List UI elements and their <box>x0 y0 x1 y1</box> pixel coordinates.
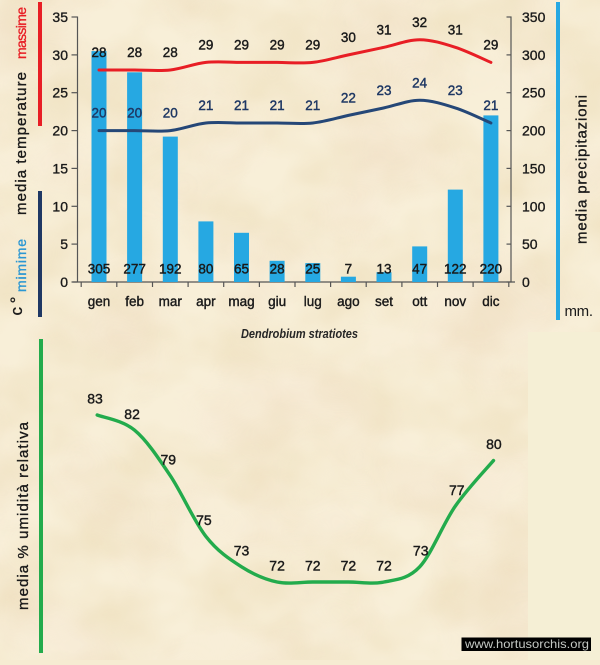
svg-text:Dendrobium stratiotes: Dendrobium stratiotes <box>241 326 358 341</box>
svg-text:305: 305 <box>88 262 111 277</box>
svg-text:300: 300 <box>522 47 546 63</box>
svg-text:72: 72 <box>305 558 321 574</box>
svg-text:82: 82 <box>124 406 140 422</box>
svg-text:28: 28 <box>127 45 142 60</box>
svg-text:mar: mar <box>159 294 183 309</box>
svg-text:350: 350 <box>522 9 546 25</box>
svg-text:21: 21 <box>198 98 213 113</box>
svg-text:200: 200 <box>522 123 546 139</box>
svg-text:mimime: mimime <box>13 239 29 292</box>
svg-text:20: 20 <box>52 123 68 139</box>
svg-text:23: 23 <box>376 83 391 98</box>
svg-text:150: 150 <box>522 160 546 176</box>
svg-text:100: 100 <box>522 198 546 214</box>
svg-text:83: 83 <box>87 391 103 407</box>
svg-text:73: 73 <box>234 543 250 559</box>
svg-text:media precipitazioni: media precipitazioni <box>574 95 591 244</box>
svg-text:apr: apr <box>196 294 216 309</box>
svg-text:72: 72 <box>341 558 357 574</box>
svg-text:www.hortusorchis.org: www.hortusorchis.org <box>464 637 589 651</box>
svg-text:277: 277 <box>123 262 146 277</box>
svg-text:ott: ott <box>412 294 427 309</box>
svg-text:15: 15 <box>52 160 68 176</box>
svg-text:0: 0 <box>60 274 68 290</box>
svg-text:gen: gen <box>88 294 111 309</box>
svg-text:122: 122 <box>444 262 467 277</box>
svg-text:22: 22 <box>341 90 356 105</box>
svg-text:30: 30 <box>52 47 68 63</box>
svg-text:28: 28 <box>163 45 178 60</box>
svg-text:21: 21 <box>270 98 285 113</box>
svg-text:28: 28 <box>270 262 285 277</box>
svg-text:20: 20 <box>127 106 142 121</box>
svg-text:65: 65 <box>234 262 249 277</box>
svg-text:ago: ago <box>337 294 360 309</box>
svg-text:80: 80 <box>198 262 213 277</box>
svg-text:23: 23 <box>448 83 463 98</box>
svg-text:29: 29 <box>198 38 213 53</box>
svg-text:massime: massime <box>13 7 29 59</box>
svg-text:20: 20 <box>163 106 178 121</box>
svg-text:dic: dic <box>482 294 500 309</box>
svg-text:20: 20 <box>91 106 106 121</box>
svg-text:29: 29 <box>270 38 285 53</box>
svg-text:13: 13 <box>376 262 391 277</box>
svg-text:24: 24 <box>412 75 428 90</box>
svg-text:25: 25 <box>52 85 68 101</box>
svg-text:31: 31 <box>448 23 463 38</box>
svg-text:50: 50 <box>522 236 538 252</box>
svg-text:5: 5 <box>60 236 68 252</box>
svg-text:21: 21 <box>305 98 320 113</box>
svg-text:29: 29 <box>305 38 320 53</box>
svg-text:32: 32 <box>412 15 427 30</box>
svg-text:25: 25 <box>305 262 320 277</box>
svg-text:lug: lug <box>304 294 322 309</box>
svg-text:80: 80 <box>486 436 502 452</box>
svg-text:29: 29 <box>234 38 249 53</box>
svg-text:75: 75 <box>196 512 212 528</box>
svg-text:mag: mag <box>228 294 254 309</box>
svg-text:72: 72 <box>269 558 285 574</box>
svg-text:30: 30 <box>341 30 356 45</box>
svg-text:nov: nov <box>444 294 466 309</box>
svg-text:72: 72 <box>376 558 392 574</box>
svg-text:192: 192 <box>159 262 182 277</box>
svg-text:28: 28 <box>91 45 106 60</box>
svg-text:giu: giu <box>268 294 286 309</box>
svg-text:21: 21 <box>234 98 249 113</box>
svg-text:set: set <box>375 294 393 309</box>
svg-text:mm.: mm. <box>565 303 594 320</box>
svg-text:31: 31 <box>376 23 391 38</box>
svg-text:7: 7 <box>345 262 353 277</box>
svg-text:media temperature: media temperature <box>13 72 30 215</box>
svg-text:250: 250 <box>522 85 546 101</box>
svg-text:media % umidità relativa: media % umidità relativa <box>15 421 32 610</box>
svg-text:220: 220 <box>480 262 503 277</box>
svg-text:79: 79 <box>161 451 177 467</box>
svg-text:47: 47 <box>412 262 427 277</box>
svg-text:10: 10 <box>52 198 68 214</box>
svg-text:feb: feb <box>125 294 144 309</box>
svg-text:21: 21 <box>483 98 498 113</box>
svg-text:77: 77 <box>449 482 465 498</box>
svg-text:35: 35 <box>52 9 68 25</box>
svg-text:29: 29 <box>483 38 498 53</box>
svg-text:73: 73 <box>413 543 429 559</box>
svg-text:0: 0 <box>522 274 530 290</box>
